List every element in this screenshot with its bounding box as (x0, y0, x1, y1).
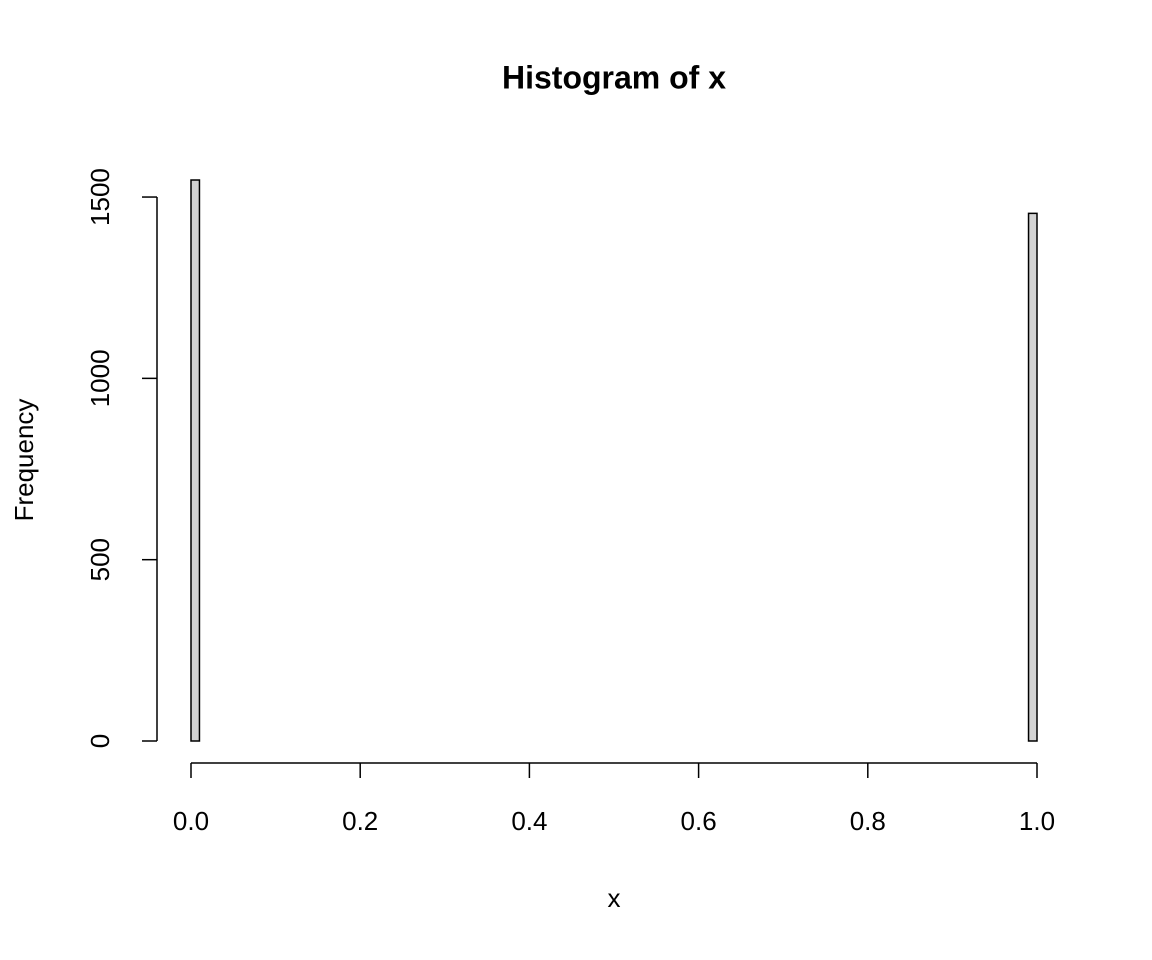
y-tick-label: 1000 (85, 349, 115, 407)
x-axis-label: x (608, 883, 621, 913)
x-tick-label: 1.0 (1019, 806, 1055, 836)
y-tick-label: 1500 (85, 168, 115, 226)
y-tick-label: 0 (85, 734, 115, 748)
x-tick-label: 0.6 (681, 806, 717, 836)
x-tick-label: 0.8 (850, 806, 886, 836)
y-tick-label: 500 (85, 538, 115, 581)
x-tick-label: 0.2 (342, 806, 378, 836)
bar (1027, 212, 1038, 742)
x-tick-label: 0.4 (511, 806, 547, 836)
bar (190, 179, 201, 742)
x-tick-label: 0.0 (173, 806, 209, 836)
chart-title: Histogram of x (502, 59, 726, 95)
y-axis-label: Frequency (9, 399, 39, 522)
